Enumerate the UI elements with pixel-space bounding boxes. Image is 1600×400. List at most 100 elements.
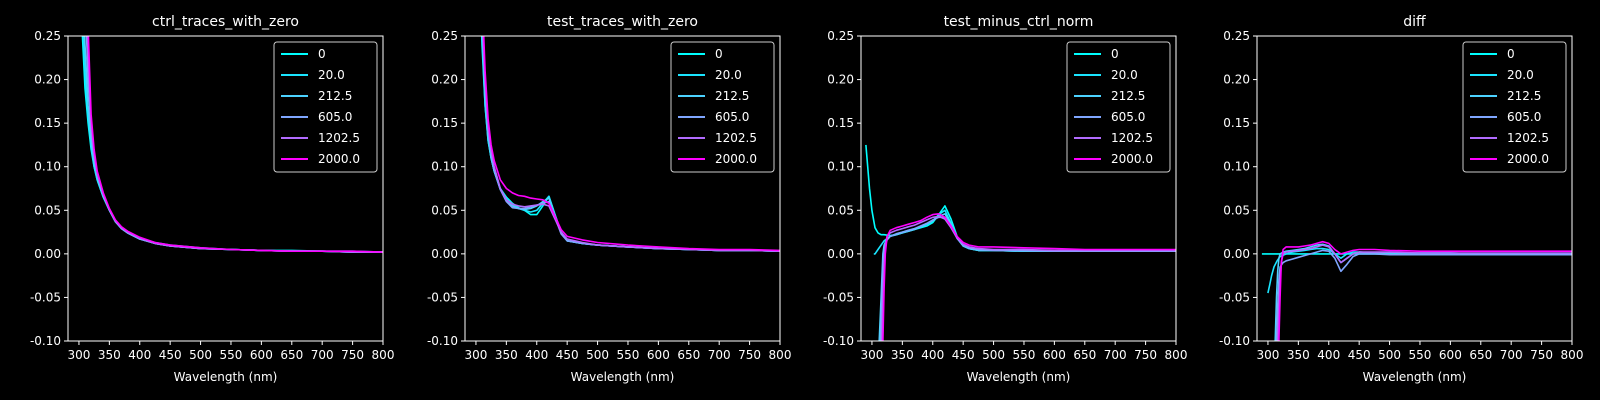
x-tick-label: 450 (159, 348, 182, 362)
series-group (865, 144, 1176, 341)
y-tick-label: 0.00 (827, 247, 854, 261)
x-tick-label: 500 (189, 348, 212, 362)
legend-label: 212.5 (1507, 89, 1541, 103)
legend-label: 0 (715, 47, 723, 61)
legend-label: 0 (1111, 47, 1119, 61)
y-tick-label: 0.00 (431, 247, 458, 261)
legend: 0 20.0 212.5 605.0 1202.5 2000.0 (273, 41, 378, 173)
series-line-2000.0 (882, 213, 1176, 341)
legend-label: 20.0 (1111, 68, 1138, 82)
x-tick-label: 700 (1500, 348, 1523, 362)
plot-frame (1256, 35, 1573, 342)
y-tick-label: -0.05 (1219, 290, 1250, 304)
legend-label: 605.0 (1507, 110, 1541, 124)
y-tick-label: 0.15 (431, 116, 458, 130)
panel-title: diff (1403, 14, 1426, 30)
x-tick-label: 500 (586, 348, 609, 362)
panel-1: ctrl_traces_with_zero 300 350 400 450 500 550 6… (30, 14, 395, 384)
x-tick-label: 550 (1409, 348, 1432, 362)
x-tick-label: 300 (1256, 348, 1279, 362)
y-tick-label: 0.20 (431, 73, 458, 87)
legend: 0 20.0 212.5 605.0 1202.5 2000.0 (1066, 41, 1171, 173)
legend-label: 1202.5 (715, 131, 757, 145)
series-line-1202.5 (880, 215, 1176, 341)
panel-2: test_traces_with_zero 300 350 400 450 500 550 6… (427, 14, 792, 384)
y-tick-label: 0.05 (34, 203, 61, 217)
y-tick-label: 0.10 (1223, 160, 1250, 174)
x-tick-label: 350 (891, 348, 914, 362)
legend-label: 1202.5 (318, 131, 360, 145)
y-tick-label: 0.20 (1223, 73, 1250, 87)
x-tick-label: 700 (1104, 348, 1127, 362)
x-tick-label: 700 (311, 348, 334, 362)
y-tick-label: -0.10 (30, 334, 61, 348)
y-tick-label: 0.25 (827, 29, 854, 43)
y-tick-label: 0.15 (827, 116, 854, 130)
legend-label: 20.0 (715, 68, 742, 82)
legend-label: 605.0 (715, 110, 749, 124)
x-tick-label: 750 (341, 348, 364, 362)
series-line-605.0 (1275, 249, 1572, 341)
x-tick-label: 400 (1317, 348, 1340, 362)
x-tick-label: 350 (495, 348, 518, 362)
x-tick-label: 600 (250, 348, 273, 362)
legend-label: 2000.0 (715, 152, 757, 166)
x-tick-label: 650 (677, 348, 700, 362)
y-tick-label: 0.20 (827, 73, 854, 87)
x-tick-label: 400 (921, 348, 944, 362)
x-tick-label: 650 (280, 348, 303, 362)
legend-label: 20.0 (1507, 68, 1534, 82)
x-tick-label: 500 (1378, 348, 1401, 362)
x-tick-label: 800 (769, 348, 792, 362)
legend-label: 212.5 (318, 89, 352, 103)
x-axis-label: Wavelength (nm) (174, 370, 278, 384)
panel-title: test_traces_with_zero (547, 14, 698, 30)
y-tick-label: -0.10 (427, 334, 458, 348)
x-axis-label: Wavelength (nm) (967, 370, 1071, 384)
y-tick-label: 0.10 (34, 160, 61, 174)
x-tick-label: 450 (556, 348, 579, 362)
x-tick-label: 800 (1561, 348, 1584, 362)
series-line-212.5 (1274, 243, 1572, 341)
x-tick-label: 400 (525, 348, 548, 362)
legend-label: 2000.0 (1507, 152, 1549, 166)
plot-frame (464, 35, 781, 342)
x-tick-label: 300 (67, 348, 90, 362)
y-tick-label: 0.05 (827, 203, 854, 217)
x-axis-label: Wavelength (nm) (1363, 370, 1467, 384)
x-tick-label: 800 (1165, 348, 1188, 362)
legend-label: 1202.5 (1507, 131, 1549, 145)
y-tick-label: 0.05 (1223, 203, 1250, 217)
panel-4: diff 300 350 400 450 500 550 600 650 700 750 800 -0.… (1219, 14, 1584, 384)
x-tick-label: 800 (372, 348, 395, 362)
x-tick-label: 600 (647, 348, 670, 362)
legend: 0 20.0 212.5 605.0 1202.5 2000.0 (1462, 41, 1567, 173)
y-tick-label: 0.25 (431, 29, 458, 43)
series-line-2000.0 (1278, 240, 1572, 341)
legend-label: 212.5 (1111, 89, 1145, 103)
x-tick-label: 600 (1439, 348, 1462, 362)
x-tick-label: 650 (1469, 348, 1492, 362)
plot-frame (860, 35, 1177, 342)
y-tick-label: -0.10 (1219, 334, 1250, 348)
series-group (81, 36, 383, 253)
x-tick-label: 550 (617, 348, 640, 362)
series-group (480, 36, 780, 252)
series-line-605.0 (879, 216, 1176, 341)
y-tick-label: 0.20 (34, 73, 61, 87)
x-tick-label: 450 (952, 348, 975, 362)
y-tick-label: 0.10 (431, 160, 458, 174)
x-tick-label: 550 (220, 348, 243, 362)
panel-title: test_minus_ctrl_norm (944, 14, 1094, 30)
x-tick-label: 550 (1013, 348, 1036, 362)
x-tick-label: 750 (1134, 348, 1157, 362)
y-tick-label: 0.05 (431, 203, 458, 217)
y-tick-label: -0.05 (30, 290, 61, 304)
legend-label: 20.0 (318, 68, 345, 82)
series-line-2000.0 (482, 36, 780, 252)
x-tick-label: 300 (860, 348, 883, 362)
legend-label: 1202.5 (1111, 131, 1153, 145)
legend-label: 605.0 (1111, 110, 1145, 124)
x-axis-label: Wavelength (nm) (571, 370, 675, 384)
